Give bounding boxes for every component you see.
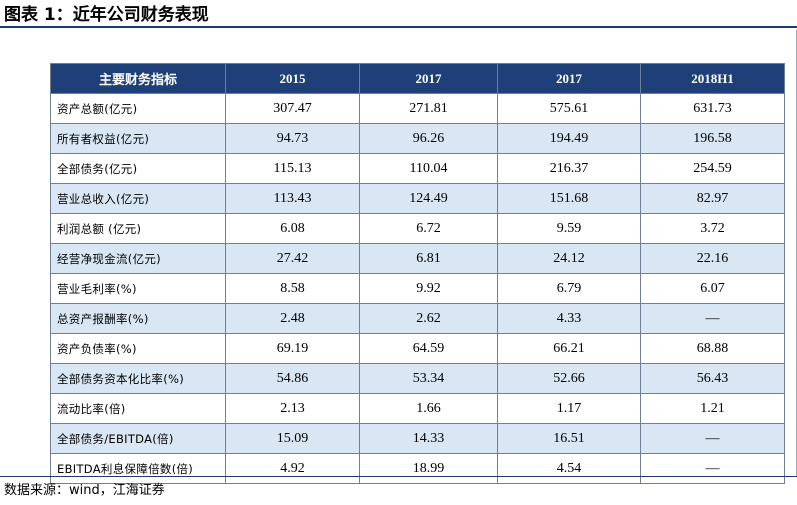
table-cell: 53.34 xyxy=(359,363,498,394)
row-label: 全部债务(亿元) xyxy=(50,153,226,184)
table-row: 资产负债率(%) 69.19 64.59 66.21 68.88 xyxy=(50,333,785,364)
table-row: 经营净现金流(亿元) 27.42 6.81 24.12 22.16 xyxy=(50,243,785,274)
table-row: 全部债务(亿元) 115.13 110.04 216.37 254.59 xyxy=(50,153,785,184)
table-cell: 631.73 xyxy=(640,93,785,124)
table-cell: 307.47 xyxy=(225,93,360,124)
table-row: 总资产报酬率(%) 2.48 2.62 4.33 — xyxy=(50,303,785,334)
table-row: 营业总收入(亿元) 113.43 124.49 151.68 82.97 xyxy=(50,183,785,214)
table-row: EBITDA利息保障倍数(倍) 4.92 18.99 4.54 — xyxy=(50,453,785,484)
table-cell: 6.07 xyxy=(640,273,785,304)
table-cell: 15.09 xyxy=(225,423,360,454)
table-cell: 27.42 xyxy=(225,243,360,274)
table-cell: — xyxy=(640,423,785,454)
row-label: 所有者权益(亿元) xyxy=(50,123,226,154)
table-row: 全部债务/EBITDA(倍) 15.09 14.33 16.51 — xyxy=(50,423,785,454)
table-cell: 124.49 xyxy=(359,183,498,214)
table-cell: 151.68 xyxy=(497,183,641,214)
table-cell: 94.73 xyxy=(225,123,360,154)
table-cell: 54.86 xyxy=(225,363,360,394)
figure-title: 图表 1：近年公司财务表现 xyxy=(0,0,797,28)
header-cell: 主要财务指标 xyxy=(50,63,226,94)
table-row: 全部债务资本化比率(%) 54.86 53.34 52.66 56.43 xyxy=(50,363,785,394)
table-cell: 194.49 xyxy=(497,123,641,154)
table-cell: 254.59 xyxy=(640,153,785,184)
row-label: EBITDA利息保障倍数(倍) xyxy=(50,453,226,484)
table-cell: 6.72 xyxy=(359,213,498,244)
table-cell: — xyxy=(640,453,785,484)
table-cell: 115.13 xyxy=(225,153,360,184)
table-cell: 113.43 xyxy=(225,183,360,214)
table-cell: 56.43 xyxy=(640,363,785,394)
table-cell: 575.61 xyxy=(497,93,641,124)
table-row: 流动比率(倍) 2.13 1.66 1.17 1.21 xyxy=(50,393,785,424)
table-row: 利润总额 (亿元) 6.08 6.72 9.59 3.72 xyxy=(50,213,785,244)
table-cell: 52.66 xyxy=(497,363,641,394)
header-cell: 2015 xyxy=(225,63,360,94)
row-label: 资产总额(亿元) xyxy=(50,93,226,124)
table-cell: 82.97 xyxy=(640,183,785,214)
source-note: 数据来源：wind，江海证券 xyxy=(0,476,797,504)
table-cell: 6.79 xyxy=(497,273,641,304)
table-cell: 9.92 xyxy=(359,273,498,304)
table-cell: 6.08 xyxy=(225,213,360,244)
table-cell: 3.72 xyxy=(640,213,785,244)
table-cell: 18.99 xyxy=(359,453,498,484)
table-cell: 68.88 xyxy=(640,333,785,364)
table-cell: 24.12 xyxy=(497,243,641,274)
header-cell: 2018H1 xyxy=(640,63,785,94)
table-row: 营业毛利率(%) 8.58 9.92 6.79 6.07 xyxy=(50,273,785,304)
table-cell: 14.33 xyxy=(359,423,498,454)
table-cell: 8.58 xyxy=(225,273,360,304)
table-cell: 9.59 xyxy=(497,213,641,244)
header-cell: 2017 xyxy=(497,63,641,94)
table-row: 所有者权益(亿元) 94.73 96.26 194.49 196.58 xyxy=(50,123,785,154)
table-cell: 64.59 xyxy=(359,333,498,364)
table-cell: 6.81 xyxy=(359,243,498,274)
table-cell: 110.04 xyxy=(359,153,498,184)
row-label: 总资产报酬率(%) xyxy=(50,303,226,334)
row-label: 营业总收入(亿元) xyxy=(50,183,226,214)
table-cell: 96.26 xyxy=(359,123,498,154)
table-header-row: 主要财务指标 2015 2017 2017 2018H1 xyxy=(50,63,785,94)
table-cell: 196.58 xyxy=(640,123,785,154)
table-cell: 1.21 xyxy=(640,393,785,424)
table-cell: 2.13 xyxy=(225,393,360,424)
table-cell: 1.17 xyxy=(497,393,641,424)
row-label: 经营净现金流(亿元) xyxy=(50,243,226,274)
row-label: 营业毛利率(%) xyxy=(50,273,226,304)
table-cell: 69.19 xyxy=(225,333,360,364)
row-label: 资产负债率(%) xyxy=(50,333,226,364)
table-cell: 66.21 xyxy=(497,333,641,364)
table-row: 资产总额(亿元) 307.47 271.81 575.61 631.73 xyxy=(50,93,785,124)
table-cell: 216.37 xyxy=(497,153,641,184)
row-label: 利润总额 (亿元) xyxy=(50,213,226,244)
table-frame: 主要财务指标 2015 2017 2017 2018H1 资产总额(亿元) 30… xyxy=(0,30,797,484)
table-cell: 22.16 xyxy=(640,243,785,274)
table-cell: 4.54 xyxy=(497,453,641,484)
header-cell: 2017 xyxy=(359,63,498,94)
table-cell: 16.51 xyxy=(497,423,641,454)
row-label: 全部债务资本化比率(%) xyxy=(50,363,226,394)
table-cell: 1.66 xyxy=(359,393,498,424)
row-label: 流动比率(倍) xyxy=(50,393,226,424)
table-cell: 271.81 xyxy=(359,93,498,124)
table-cell: 4.33 xyxy=(497,303,641,334)
table-cell: 2.62 xyxy=(359,303,498,334)
row-label: 全部债务/EBITDA(倍) xyxy=(50,423,226,454)
financial-table: 主要财务指标 2015 2017 2017 2018H1 资产总额(亿元) 30… xyxy=(50,63,785,484)
table-cell: — xyxy=(640,303,785,334)
table-cell: 2.48 xyxy=(225,303,360,334)
